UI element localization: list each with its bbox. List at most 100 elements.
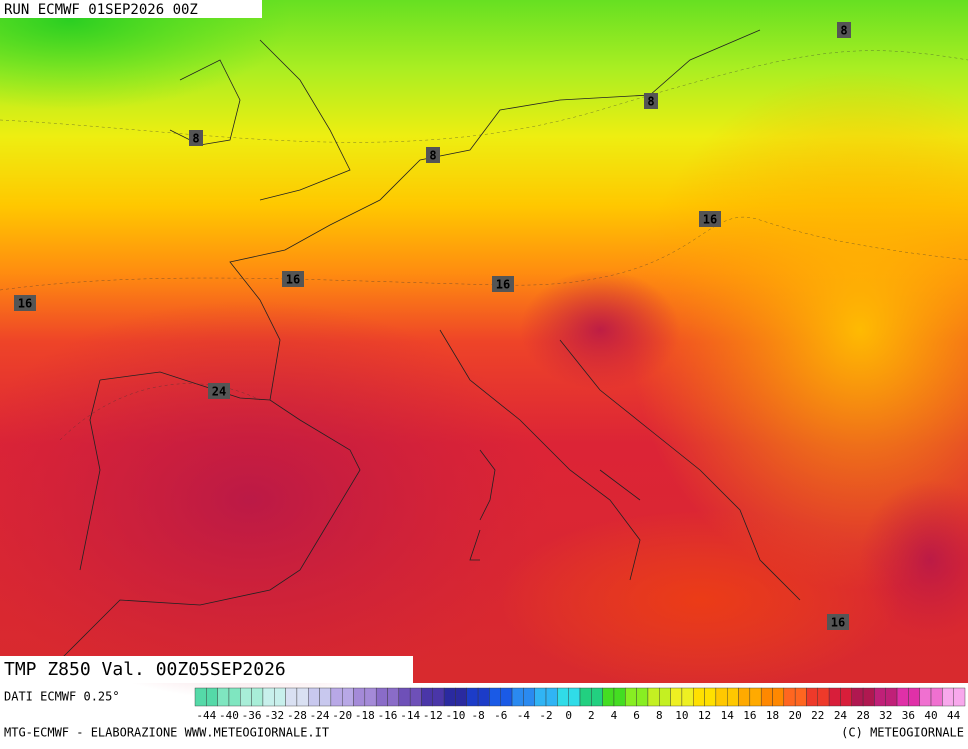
scale-label: 4 [611, 709, 618, 722]
scale-cell [681, 687, 694, 707]
coastlines [59, 29, 801, 661]
scale-cell [500, 687, 513, 707]
scale-cell [625, 687, 637, 707]
hot-area [0, 300, 550, 700]
scale-label: 40 [924, 709, 937, 722]
contour-lines [0, 50, 968, 441]
scale-cell [557, 687, 569, 707]
scale-cell [409, 687, 422, 707]
field-box [0, 656, 413, 683]
scale-cell [534, 687, 547, 707]
scale-label: -14 [400, 709, 420, 722]
scale-cell [545, 687, 558, 707]
scale-cell [715, 687, 728, 707]
run-title: RUN ECMWF 01SEP2026 00Z [4, 2, 198, 18]
scale-label: -32 [264, 709, 284, 722]
warm-area [630, 70, 968, 590]
scale-label: -40 [219, 709, 239, 722]
scale-cell [636, 687, 649, 707]
scale-label: -44 [196, 709, 216, 722]
scale-label: 24 [834, 709, 848, 722]
scale-label: -16 [378, 709, 398, 722]
scale-cell [772, 687, 785, 707]
scale-label: 36 [902, 709, 915, 722]
scale-cell [319, 687, 332, 707]
contour-label: 8 [647, 95, 654, 109]
contour-label-box [492, 276, 514, 292]
scale-label: 12 [698, 709, 711, 722]
contour-label-box [699, 211, 721, 227]
scale-cell [806, 687, 818, 707]
scale-label: 20 [789, 709, 802, 722]
scale-cell [240, 687, 252, 707]
scale-cell [817, 687, 830, 707]
scale-label: 44 [947, 709, 961, 722]
scale-cell [591, 687, 603, 707]
hot-area [520, 270, 680, 390]
scale-label: 32 [879, 709, 892, 722]
color-scale: -44 -40 -36 -32 -28 -24 -20 -18 -16 -14 -12 -10 -8 -6… [194, 687, 966, 722]
contour-label-box [208, 383, 230, 399]
scale-label: -20 [332, 709, 352, 722]
scale-label: -18 [355, 709, 375, 722]
scale-label: -28 [287, 709, 307, 722]
scale-cell [285, 687, 298, 707]
scale-label: 22 [811, 709, 824, 722]
scale-cell [704, 687, 717, 707]
contour-label: 16 [286, 273, 300, 287]
scale-cell [387, 687, 400, 707]
scale-cell [206, 687, 218, 707]
scale-cell [398, 687, 411, 707]
contour-label: 8 [840, 24, 847, 38]
contour-label-box [189, 130, 203, 146]
scale-cell [342, 687, 354, 707]
scale-label: 2 [588, 709, 595, 722]
scale-label: 0 [565, 709, 572, 722]
scale-cell [885, 687, 898, 707]
scale-label: 6 [633, 709, 640, 722]
scale-cell [432, 687, 445, 707]
scale-cell [364, 687, 377, 707]
scale-cell [217, 687, 230, 707]
scale-cell [602, 687, 615, 707]
scale-cell [670, 687, 683, 707]
scale-cell [228, 687, 241, 707]
scale-cell [919, 687, 932, 707]
scale-label: 14 [721, 709, 735, 722]
scale-cell [330, 687, 343, 707]
scale-label: -12 [423, 709, 443, 722]
scale-cell [953, 687, 966, 707]
scale-label: 10 [675, 709, 688, 722]
scale-cell [749, 687, 762, 707]
scale-label: -2 [539, 709, 552, 722]
contour-label: 24 [212, 385, 226, 399]
scale-cell [783, 687, 796, 707]
scale-cell [477, 687, 490, 707]
scale-cell [251, 687, 264, 707]
scale-cell [828, 687, 841, 707]
scale-cell [613, 687, 626, 707]
run-box [0, 0, 262, 18]
scale-cell [693, 687, 705, 707]
scale-cell [511, 687, 524, 707]
scale-cell [896, 687, 909, 707]
scale-label: 16 [743, 709, 756, 722]
footer-left: MTG-ECMWF - ELABORAZIONE WWW.METEOGIORNA… [4, 726, 329, 740]
scale-label: -36 [242, 709, 262, 722]
scale-cell [942, 687, 954, 707]
contour-label: 16 [496, 278, 510, 292]
contour-label-box [426, 147, 440, 163]
sea-area [500, 510, 900, 690]
scale-cell [308, 687, 320, 707]
contour-label: 8 [192, 132, 199, 146]
scale-cell [760, 687, 773, 707]
cool-area [0, 0, 290, 110]
contour-label-layer: 8 8 8 8 16 16 16 16 16 24 [14, 22, 851, 630]
scale-cell [274, 687, 286, 707]
contour-label-box [14, 295, 36, 311]
scale-cell [466, 687, 479, 707]
scale-cell [851, 687, 864, 707]
scale-label: -24 [310, 709, 330, 722]
scale-label: 8 [656, 709, 663, 722]
